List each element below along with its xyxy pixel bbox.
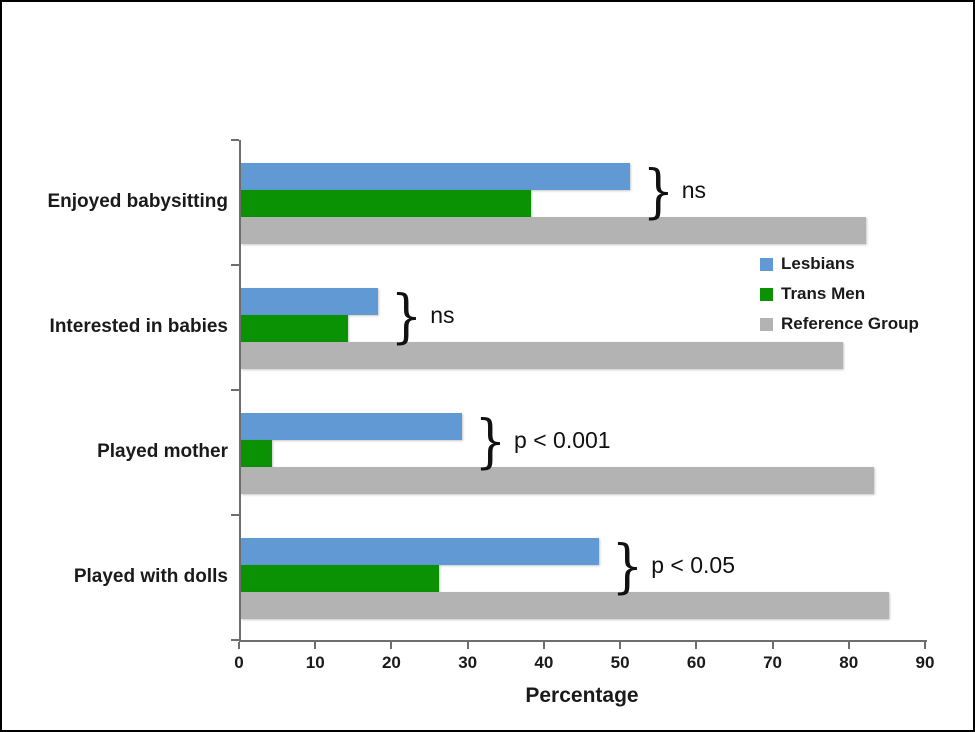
x-axis-tick bbox=[771, 642, 774, 649]
x-tick-label: 30 bbox=[458, 653, 478, 672]
bar-trans-men bbox=[241, 190, 531, 217]
x-axis-tick bbox=[542, 642, 545, 649]
x-axis-tick bbox=[924, 642, 926, 649]
significance-label: ns bbox=[430, 302, 455, 328]
bar-reference-group bbox=[241, 342, 844, 369]
significance-label: p < 0.001 bbox=[514, 427, 611, 453]
x-tick-label: 0 bbox=[234, 653, 244, 672]
legend-item: Reference Group bbox=[760, 309, 919, 339]
significance-label: ns bbox=[681, 177, 707, 203]
category-label: Played with dolls bbox=[73, 566, 228, 587]
significance-brace-icon: } bbox=[474, 407, 507, 475]
x-tick-label: 70 bbox=[763, 653, 782, 672]
plot-area bbox=[239, 140, 927, 642]
legend-swatch-icon bbox=[760, 287, 773, 301]
bar-trans-men bbox=[241, 440, 272, 467]
x-axis-tick bbox=[314, 642, 317, 649]
bar-lesbians bbox=[241, 413, 462, 440]
y-axis-tick bbox=[231, 514, 239, 516]
legend-swatch-icon bbox=[760, 317, 773, 331]
x-axis-tick bbox=[238, 642, 240, 649]
y-axis-tick bbox=[231, 139, 239, 141]
bar-reference-group bbox=[241, 217, 866, 244]
legend-item: Lesbians bbox=[760, 249, 919, 279]
legend-item: Trans Men bbox=[760, 279, 919, 309]
x-tick-label: 90 bbox=[915, 653, 935, 672]
bar-reference-group bbox=[241, 592, 889, 619]
bar-lesbians bbox=[241, 163, 630, 190]
x-axis-tick bbox=[466, 642, 469, 649]
x-axis-tick bbox=[847, 642, 850, 649]
x-tick-label: 80 bbox=[839, 653, 859, 672]
bar-lesbians bbox=[241, 288, 379, 315]
y-axis-tick bbox=[231, 389, 239, 391]
x-tick-label: 50 bbox=[610, 653, 630, 672]
significance-brace-icon: } bbox=[612, 532, 644, 600]
significance-brace-icon: } bbox=[390, 282, 423, 350]
category-label: Played mother bbox=[97, 441, 228, 462]
legend-label: Lesbians bbox=[781, 254, 855, 273]
legend-swatch-icon bbox=[760, 257, 773, 271]
x-tick-label: 40 bbox=[534, 653, 554, 672]
legend-label: Trans Men bbox=[781, 284, 866, 303]
bar-trans-men bbox=[241, 315, 348, 342]
x-tick-label: 10 bbox=[305, 653, 325, 672]
category-label: Enjoyed babysitting bbox=[47, 191, 228, 212]
x-axis-tick bbox=[695, 642, 698, 649]
significance-label: p < 0.05 bbox=[651, 552, 736, 578]
bar-reference-group bbox=[241, 467, 874, 494]
x-tick-label: 20 bbox=[381, 653, 401, 672]
x-axis-tick bbox=[619, 642, 622, 649]
category-label: Interested in babies bbox=[49, 316, 228, 337]
significance-brace-icon: } bbox=[642, 157, 674, 225]
x-axis-title: Percentage bbox=[525, 684, 639, 707]
x-axis-tick bbox=[390, 642, 393, 649]
x-tick-label: 60 bbox=[686, 653, 706, 672]
bar-lesbians bbox=[241, 538, 600, 565]
legend-label: Reference Group bbox=[781, 314, 919, 333]
y-axis-tick bbox=[231, 639, 239, 641]
legend: Lesbians Trans Men Reference Group bbox=[760, 249, 919, 339]
bar-trans-men bbox=[241, 565, 440, 592]
y-axis-tick bbox=[231, 264, 239, 266]
